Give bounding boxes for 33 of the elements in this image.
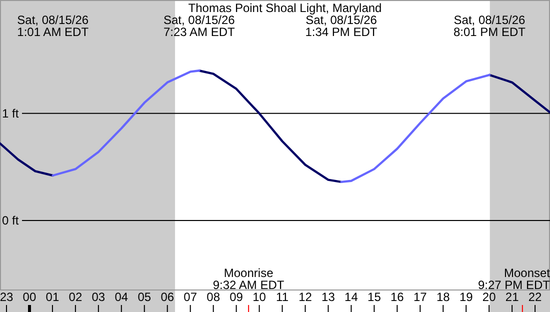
annotation: Sat, 08/15/26 7:23 AM EDT — [163, 13, 236, 39]
x-tick-label: 04 — [114, 290, 128, 304]
x-tick-label: 03 — [92, 290, 106, 304]
chart-title: Thomas Point Shoal Light, Maryland — [188, 1, 382, 15]
x-tick-label: 02 — [68, 290, 82, 304]
x-tick-label: 05 — [138, 290, 152, 304]
x-tick-label: 08 — [206, 290, 220, 304]
annotation: Sat, 08/15/26 1:34 PM EDT — [305, 13, 378, 39]
x-tick-label: 07 — [184, 290, 198, 304]
x-tick-label: 16 — [390, 290, 404, 304]
x-tick-label: 12 — [298, 290, 312, 304]
x-tick-label: 13 — [322, 290, 336, 304]
x-tick-label: 17 — [413, 290, 428, 304]
x-tick-label: 09 — [230, 290, 244, 304]
annotation: Sat, 08/15/26 8:01 PM EDT — [453, 13, 526, 39]
y-tick-label: 0 ft — [2, 214, 20, 228]
ref-line-label: Moonrise 9:32 AM EDT — [212, 266, 285, 292]
x-tick-label: 21 — [505, 290, 520, 304]
x-tick-label: 00 — [22, 290, 36, 304]
x-tick-label: 20 — [482, 290, 496, 304]
x-tick-label: 01 — [46, 290, 60, 304]
x-tick-label: 22 — [528, 290, 542, 304]
annotation: Sat, 08/15/26 1:01 AM EDT — [17, 13, 90, 39]
x-tick-label: 14 — [344, 290, 358, 304]
x-tick-label: 23 — [0, 290, 14, 304]
x-tick-label: 11 — [276, 290, 289, 304]
x-tick-label: 06 — [160, 290, 174, 304]
ref-line-label: Moonset 9:27 PM EDT — [478, 266, 550, 292]
x-tick-label: 19 — [459, 290, 474, 304]
x-tick-label: 15 — [368, 290, 382, 304]
y-tick-label: 1 ft — [2, 106, 20, 121]
x-tick-label: 18 — [436, 290, 450, 304]
x-tick-label: 10 — [252, 290, 266, 304]
